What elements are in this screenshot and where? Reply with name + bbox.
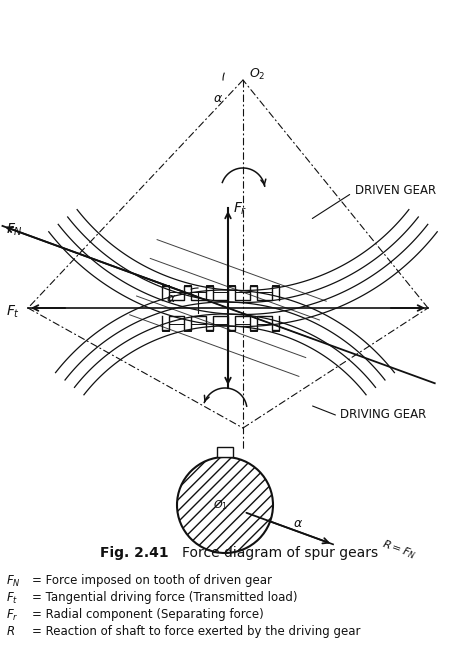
Text: DRIVEN GEAR: DRIVEN GEAR bbox=[355, 184, 436, 197]
Circle shape bbox=[177, 457, 273, 553]
Text: $O_1$: $O_1$ bbox=[212, 498, 228, 512]
Text: $F_N$: $F_N$ bbox=[6, 222, 23, 238]
Text: $F_r$: $F_r$ bbox=[233, 201, 248, 217]
Text: $F_t$: $F_t$ bbox=[6, 304, 20, 320]
Text: = Reaction of shaft to force exerted by the driving gear: = Reaction of shaft to force exerted by … bbox=[32, 625, 360, 638]
Text: DRIVING GEAR: DRIVING GEAR bbox=[340, 408, 426, 421]
Text: = Tangential driving force (Transmitted load): = Tangential driving force (Transmitted … bbox=[32, 591, 298, 604]
Text: $\alpha$: $\alpha$ bbox=[166, 292, 176, 305]
Text: Fig. 2.41: Fig. 2.41 bbox=[100, 546, 169, 560]
Text: $\alpha$: $\alpha$ bbox=[293, 517, 303, 530]
Text: = Force imposed on tooth of driven gear: = Force imposed on tooth of driven gear bbox=[32, 574, 272, 587]
Text: = Radial component (Separating force): = Radial component (Separating force) bbox=[32, 608, 264, 621]
Bar bbox=[217, 447, 233, 457]
Text: $R$: $R$ bbox=[6, 625, 15, 638]
Text: $F_N$: $F_N$ bbox=[6, 574, 21, 589]
Text: $R = F_N$: $R = F_N$ bbox=[380, 536, 418, 562]
Text: Force diagram of spur gears: Force diagram of spur gears bbox=[182, 546, 378, 560]
Text: $O_2$: $O_2$ bbox=[249, 67, 265, 82]
Text: $\alpha$: $\alpha$ bbox=[213, 92, 223, 105]
Text: $F_r$: $F_r$ bbox=[6, 608, 19, 623]
Text: $F_t$: $F_t$ bbox=[6, 591, 18, 606]
